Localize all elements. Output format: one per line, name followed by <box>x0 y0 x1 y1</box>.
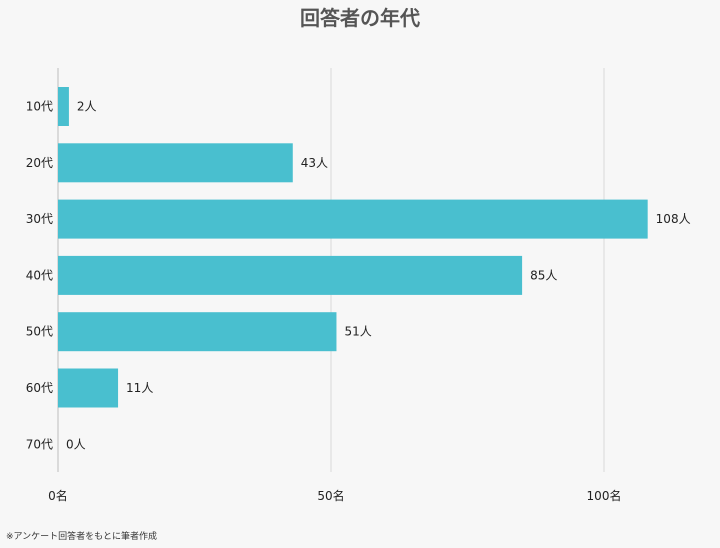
category-label: 70代 <box>26 437 53 451</box>
value-label: 11人 <box>126 381 153 395</box>
x-tick-label: 0名 <box>48 488 68 503</box>
value-label: 85人 <box>530 268 557 282</box>
bar-60代 <box>58 368 119 408</box>
bar-10代 <box>58 87 69 126</box>
bars <box>58 87 648 408</box>
category-label: 40代 <box>26 268 53 282</box>
bar-30代 <box>58 199 648 239</box>
category-label: 50代 <box>26 325 53 339</box>
x-tick-label: 100名 <box>587 488 622 503</box>
category-label: 60代 <box>26 381 53 395</box>
source-note: ※アンケート回答者をもとに筆者作成 <box>6 530 157 542</box>
category-label: 30代 <box>26 212 53 226</box>
category-label: 10代 <box>26 100 53 114</box>
value-label: 43人 <box>301 156 328 170</box>
value-label: 2人 <box>77 100 97 114</box>
chart-title: 回答者の年代 <box>300 6 420 30</box>
bar-40代 <box>58 255 523 295</box>
bar-50代 <box>58 312 337 352</box>
value-label: 51人 <box>344 325 371 339</box>
bar-20代 <box>58 143 293 183</box>
category-label: 20代 <box>26 156 53 170</box>
value-label: 0人 <box>66 437 86 451</box>
value-label: 108人 <box>656 212 691 226</box>
labels: 0名 50名 100名 10代 2人 20代 43人 30代 108人 40代 85人 50代 51人 6… <box>26 100 691 504</box>
x-tick-label: 50名 <box>317 488 344 503</box>
